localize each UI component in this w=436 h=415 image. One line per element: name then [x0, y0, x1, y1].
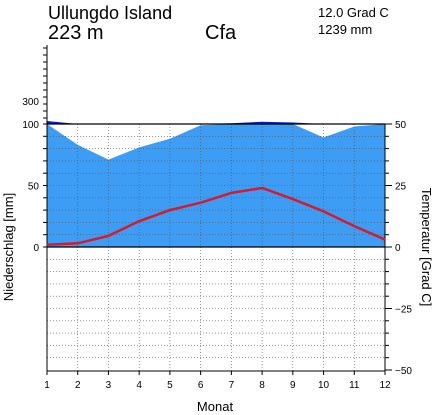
right-tick-label: 25: [395, 182, 407, 193]
x-tick-label: 9: [290, 380, 296, 391]
right-axis-title: Temperatur [Grad C]: [419, 188, 434, 307]
left-tick-label: 100: [22, 120, 39, 131]
climate-class: Cfa: [205, 22, 237, 44]
left-tick-label: 0: [33, 243, 39, 254]
station-elevation: 223 m: [48, 22, 104, 44]
x-tick-label: 2: [75, 380, 81, 391]
x-tick-label: 3: [106, 380, 112, 391]
left-axis-title: Niederschlag [mm]: [1, 193, 16, 301]
station-name: Ullungdo Island: [48, 3, 172, 23]
x-tick-label: 4: [136, 380, 142, 391]
x-tick-label: 5: [167, 380, 173, 391]
temperature-line-layer: [46, 186, 386, 247]
left-tick-label: 300: [22, 97, 39, 108]
axis-layer: [43, 45, 392, 375]
precipitation-excess-area: [47, 121, 385, 124]
annual-precipitation: 1239 mm: [318, 22, 372, 37]
right-tick-label: 50: [395, 120, 407, 131]
mean-temperature: 12.0 Grad C: [318, 5, 389, 20]
precipitation-area-layer: [47, 121, 385, 247]
x-tick-label: 10: [318, 380, 330, 391]
x-tick-label: 8: [259, 380, 265, 391]
x-tick-label: 11: [349, 380, 360, 391]
left-tick-label: 50: [28, 182, 40, 193]
temperature-line: [46, 186, 386, 247]
x-tick-label: 7: [229, 380, 235, 391]
x-axis-title: Monat: [197, 399, 234, 414]
x-tick-label: 12: [379, 380, 391, 391]
right-tick-label: 0: [395, 243, 401, 254]
right-tick-label: −25: [395, 305, 412, 316]
right-tick-label: −50: [395, 366, 412, 377]
x-tick-label: 1: [44, 380, 50, 391]
x-tick-label: 6: [198, 380, 204, 391]
